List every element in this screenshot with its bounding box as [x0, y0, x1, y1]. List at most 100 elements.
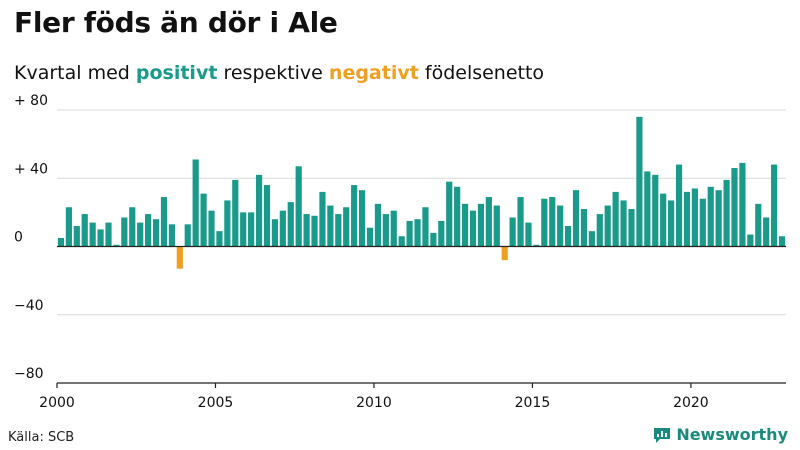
bar	[303, 214, 310, 247]
bar	[572, 190, 580, 247]
bar	[263, 185, 271, 247]
bar	[382, 214, 389, 247]
x-tick-label: 2000	[39, 395, 75, 411]
bar	[509, 217, 516, 247]
bar	[113, 244, 120, 247]
subtitle-text-2: respektive	[223, 62, 323, 84]
bar	[715, 190, 722, 247]
bar	[366, 227, 374, 247]
bar	[454, 186, 461, 247]
bar	[351, 185, 358, 247]
bar	[65, 207, 72, 247]
bar	[683, 191, 691, 247]
bar	[271, 219, 278, 247]
bar	[240, 212, 247, 247]
bar	[137, 222, 144, 247]
bar	[493, 205, 500, 247]
subtitle-negative-label: negativt	[328, 62, 419, 84]
bar	[358, 190, 366, 247]
bar	[129, 207, 136, 247]
bar	[255, 174, 263, 247]
bar	[565, 226, 572, 247]
bar	[319, 191, 326, 247]
bar	[747, 234, 754, 247]
y-tick-label: −80	[14, 366, 44, 382]
brand-name: Newsworthy	[676, 425, 788, 444]
y-tick-label: −40	[14, 298, 44, 314]
bar	[97, 229, 104, 247]
bar	[477, 203, 485, 247]
bar	[374, 203, 382, 247]
y-tick-label: + 80	[14, 93, 48, 109]
bar	[208, 210, 215, 247]
chart-title: Fler föds än dör i Ale	[14, 6, 338, 39]
bar	[152, 219, 160, 247]
bar	[691, 188, 698, 247]
bar	[121, 217, 128, 247]
bar	[628, 208, 635, 247]
bar	[73, 226, 80, 247]
bar	[731, 168, 738, 247]
x-tick-label: 2020	[673, 395, 709, 411]
bar	[343, 207, 350, 247]
x-tick-label: 2005	[198, 395, 234, 411]
bar	[739, 162, 746, 247]
bar	[668, 200, 675, 247]
newsworthy-logo: Newsworthy	[653, 425, 788, 444]
bar	[279, 210, 286, 247]
bar	[422, 207, 429, 247]
bar	[612, 191, 619, 247]
bar	[525, 222, 532, 247]
bar	[105, 222, 112, 247]
bar	[699, 198, 706, 247]
bar	[160, 197, 168, 247]
bar	[660, 193, 667, 247]
chart-subtitle: Kvartal med positivt respektive negativt…	[14, 62, 544, 84]
bar	[533, 244, 540, 247]
bar	[517, 197, 524, 247]
bar	[549, 197, 556, 247]
bar	[287, 202, 294, 247]
bar	[390, 210, 397, 247]
bar	[778, 236, 786, 247]
bar	[248, 212, 255, 247]
bar	[192, 159, 199, 247]
bar	[596, 214, 603, 247]
bar	[557, 205, 564, 247]
bar	[327, 205, 334, 247]
bar	[335, 214, 342, 247]
bar	[224, 200, 231, 247]
bar	[438, 220, 445, 247]
bar	[644, 171, 651, 247]
x-tick-label: 2015	[515, 395, 551, 411]
bar	[541, 198, 548, 247]
bar	[430, 232, 437, 247]
bar	[675, 164, 683, 247]
bar	[763, 217, 770, 247]
bar	[311, 215, 318, 247]
bar	[57, 237, 65, 247]
bar	[216, 231, 223, 247]
bar	[461, 203, 469, 247]
bar	[755, 203, 762, 247]
subtitle-text-1: Kvartal med	[14, 62, 130, 84]
bar	[485, 197, 492, 247]
bar	[469, 210, 477, 247]
bar	[620, 200, 627, 247]
bar	[723, 179, 730, 247]
bar	[295, 166, 302, 247]
bar	[184, 224, 191, 247]
bar	[89, 222, 96, 247]
y-tick-label: + 40	[14, 161, 48, 177]
bar	[652, 174, 659, 247]
bar	[446, 181, 453, 247]
newsworthy-logo-icon	[654, 427, 671, 443]
bar	[398, 236, 405, 247]
bar	[636, 116, 643, 247]
x-tick-label: 2010	[356, 395, 392, 411]
bar	[406, 220, 413, 247]
bar	[604, 205, 611, 247]
bar	[414, 219, 421, 247]
source-note: Källa: SCB	[8, 430, 75, 445]
